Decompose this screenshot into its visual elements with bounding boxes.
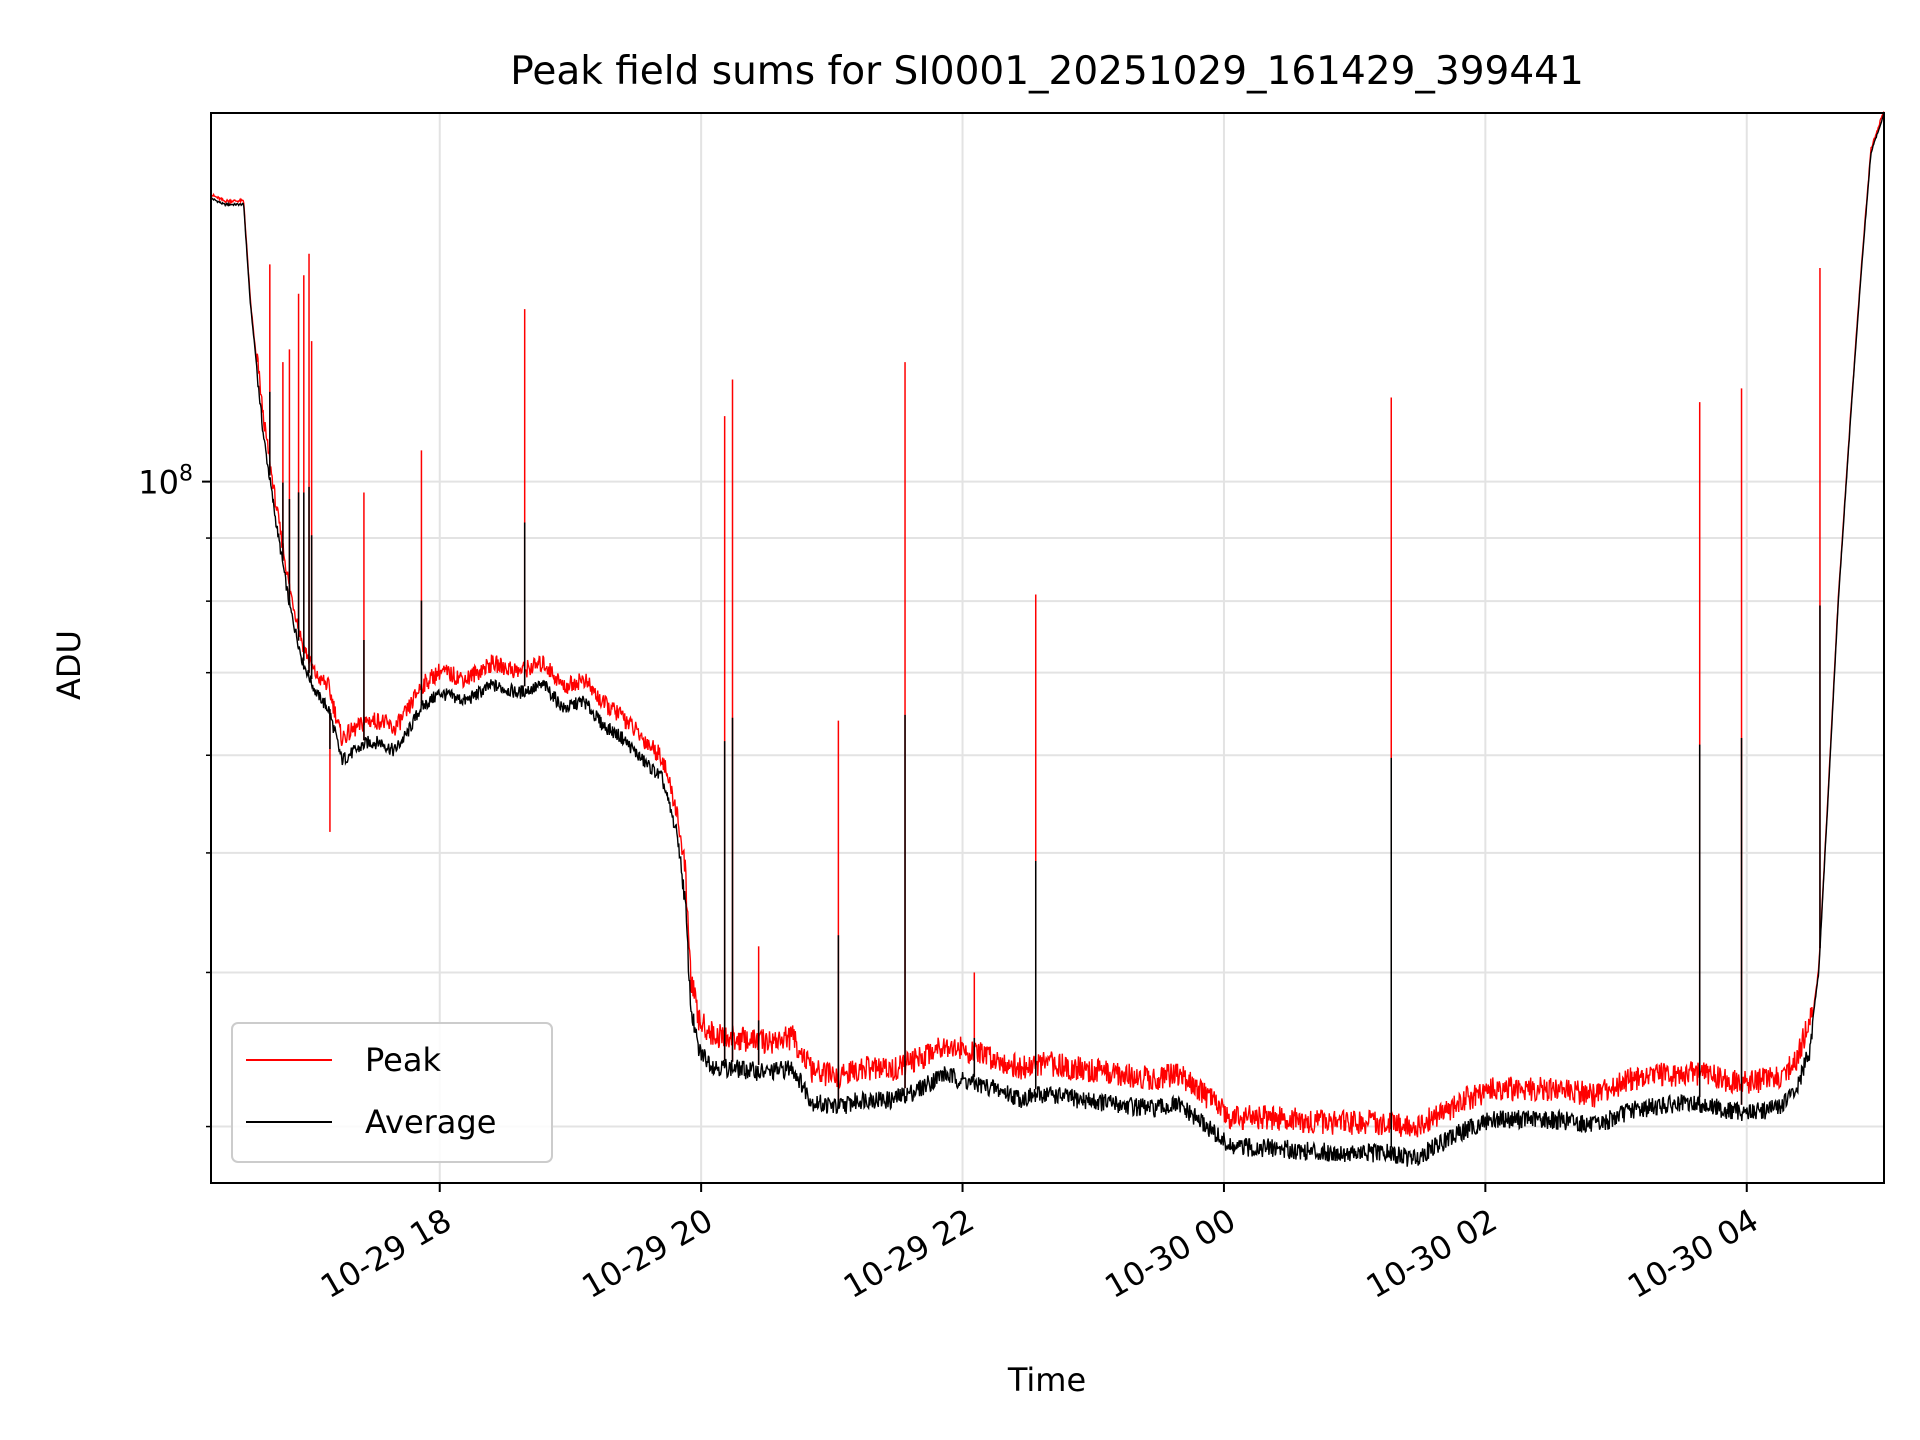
average-line	[210, 112, 1885, 1167]
legend-label-peak: Peak	[365, 1041, 441, 1079]
peak-line	[210, 111, 1885, 1138]
legend-box	[231, 1022, 553, 1163]
chart-title: Peak field sums for SI0001_20251029_1614…	[510, 49, 1584, 94]
x-axis-label: Time	[1007, 1361, 1086, 1399]
average-series	[210, 112, 1885, 1167]
plot-frame	[210, 112, 1885, 1184]
grid	[211, 113, 1884, 1183]
y-axis-ticks: 108	[138, 462, 211, 1128]
y-tick-label: 108	[138, 462, 193, 502]
legend-label-average: Average	[365, 1103, 496, 1141]
legend: Peak Average	[231, 1022, 553, 1163]
y-axis-label: ADU	[50, 630, 88, 700]
